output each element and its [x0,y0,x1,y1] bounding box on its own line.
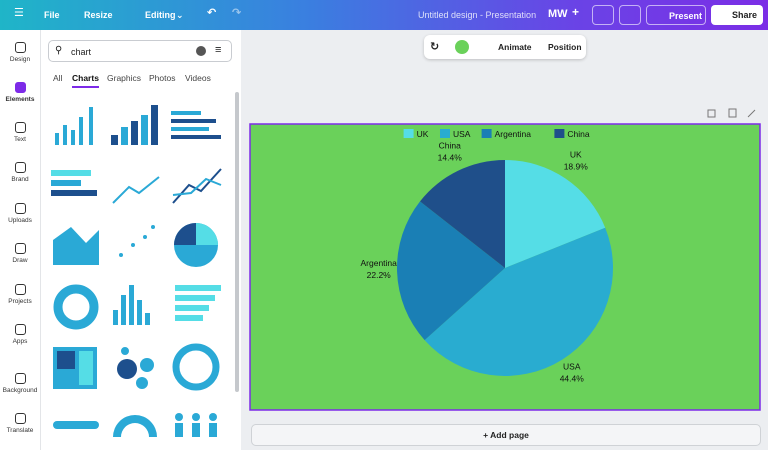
share-button[interactable]: Share [711,5,763,25]
legend-label: USA [453,129,471,139]
thumb-misc[interactable] [53,413,217,437]
pie-slice [397,201,505,341]
sidebar-label: Translate [6,427,34,434]
sidebar-icon [14,42,26,53]
sidebar-item[interactable]: Design [0,42,40,63]
sidebar-label: Text [14,136,26,143]
thumb-area-pie[interactable] [53,223,218,267]
legend-label: China [567,129,589,139]
sidebar-icon [14,324,26,335]
sidebar-label: Apps [12,338,28,345]
sidebar-icon [14,82,26,93]
sidebar-label: Projects [8,298,32,305]
sidebar-icon [14,162,26,173]
chevron: ⌄ [176,10,184,20]
add-page-button[interactable]: + Add page [251,424,761,446]
slice-label: China [439,140,461,150]
slice-value: 22.2% [367,270,392,280]
thumb-donut-hist[interactable] [53,284,221,330]
avatar[interactable]: MW [548,8,568,20]
legend-label: UK [417,129,429,139]
color-picker[interactable] [455,40,469,54]
document-title[interactable]: Untitled design - Presentation [418,10,537,20]
top-bar: ☰ File Resize Editing ⌄ ↶ ↷ Untitled des… [0,0,768,30]
sidebar-icon [14,122,26,133]
legend-label: Argentina [495,129,532,139]
insights-button[interactable] [592,5,614,25]
editing-menu[interactable]: Editing [145,10,176,20]
tab[interactable]: Graphics [107,73,142,83]
add-collaborator[interactable]: + [572,5,580,19]
scrollbar [235,92,239,392]
sidebar-item[interactable]: Brand [0,162,40,183]
animate-button[interactable]: Animate [498,42,532,52]
filter-button[interactable]: ≡ [215,44,222,56]
sidebar-icon [14,243,26,254]
resize-button[interactable]: Resize [84,10,113,20]
sidebar-label: Background [2,387,38,394]
sidebar-item[interactable]: Background [0,373,40,394]
pie-slice [424,227,613,376]
tab[interactable]: Photos [149,73,176,83]
present-button[interactable]: Present [646,5,706,25]
sidebar-item[interactable]: Draw [0,243,40,264]
sidebar-item[interactable]: Projects [0,284,40,305]
page-actions [707,108,756,118]
tab[interactable]: Charts [72,73,99,88]
search-text: chart [71,47,92,57]
sidebar-label: Brand [11,176,29,183]
legend-swatch [554,129,565,138]
slice-label: USA [563,361,581,371]
sidebar-icon [14,203,26,214]
file-menu[interactable]: File [44,10,60,20]
sidebar-label: Design [9,56,31,63]
undo[interactable]: ↶ [207,7,217,19]
sidebar-icon [14,284,26,295]
sidebar-label: Uploads [8,217,32,224]
sidebar-icon [14,413,26,424]
sidebar-label: Draw [12,257,28,264]
sidebar-item[interactable]: Uploads [0,203,40,224]
sidebar-item[interactable]: Text [0,122,40,143]
clear-button[interactable] [196,46,206,56]
context-toolbar: ↻ Animate Position [424,35,586,59]
sidebar-item[interactable]: Elements [0,82,40,103]
comments-button[interactable] [619,5,641,25]
menu-icon[interactable]: ☰ [14,7,24,19]
sidebar: Design Elements Text Brand Uploads Draw Projec… [0,30,41,450]
redo[interactable]: ↷ [232,7,242,19]
slice-label: Argentina [361,258,398,268]
replace-icon[interactable]: ↻ [430,41,440,53]
thumb-treemap-bubbles[interactable] [53,343,220,391]
legend-swatch [481,129,492,138]
search-box[interactable]: ⚲ chart ≡ [48,40,232,62]
slice-value: 18.9% [564,161,589,171]
thumb-lines[interactable] [51,168,222,204]
tab[interactable]: All [53,73,63,83]
legend-swatch [403,129,414,138]
sidebar-item[interactable]: Apps [0,324,40,345]
legend-swatch [440,129,450,138]
chart-background[interactable] [249,123,761,411]
position-button[interactable]: Position [548,42,582,52]
pie-slice [505,160,606,268]
sidebar-item[interactable]: Translate [0,413,40,434]
chart-thumbnails [51,105,222,437]
sidebar-label: Elements [5,96,35,103]
pie-slice [420,160,505,268]
slice-value: 14.4% [438,152,463,162]
slice-label: UK [570,149,582,159]
thumb-bars[interactable] [55,105,221,145]
sidebar-icon [14,373,26,384]
search-icon: ⚲ [55,45,63,56]
slice-value: 44.4% [560,373,585,383]
tab[interactable]: Videos [185,73,211,83]
